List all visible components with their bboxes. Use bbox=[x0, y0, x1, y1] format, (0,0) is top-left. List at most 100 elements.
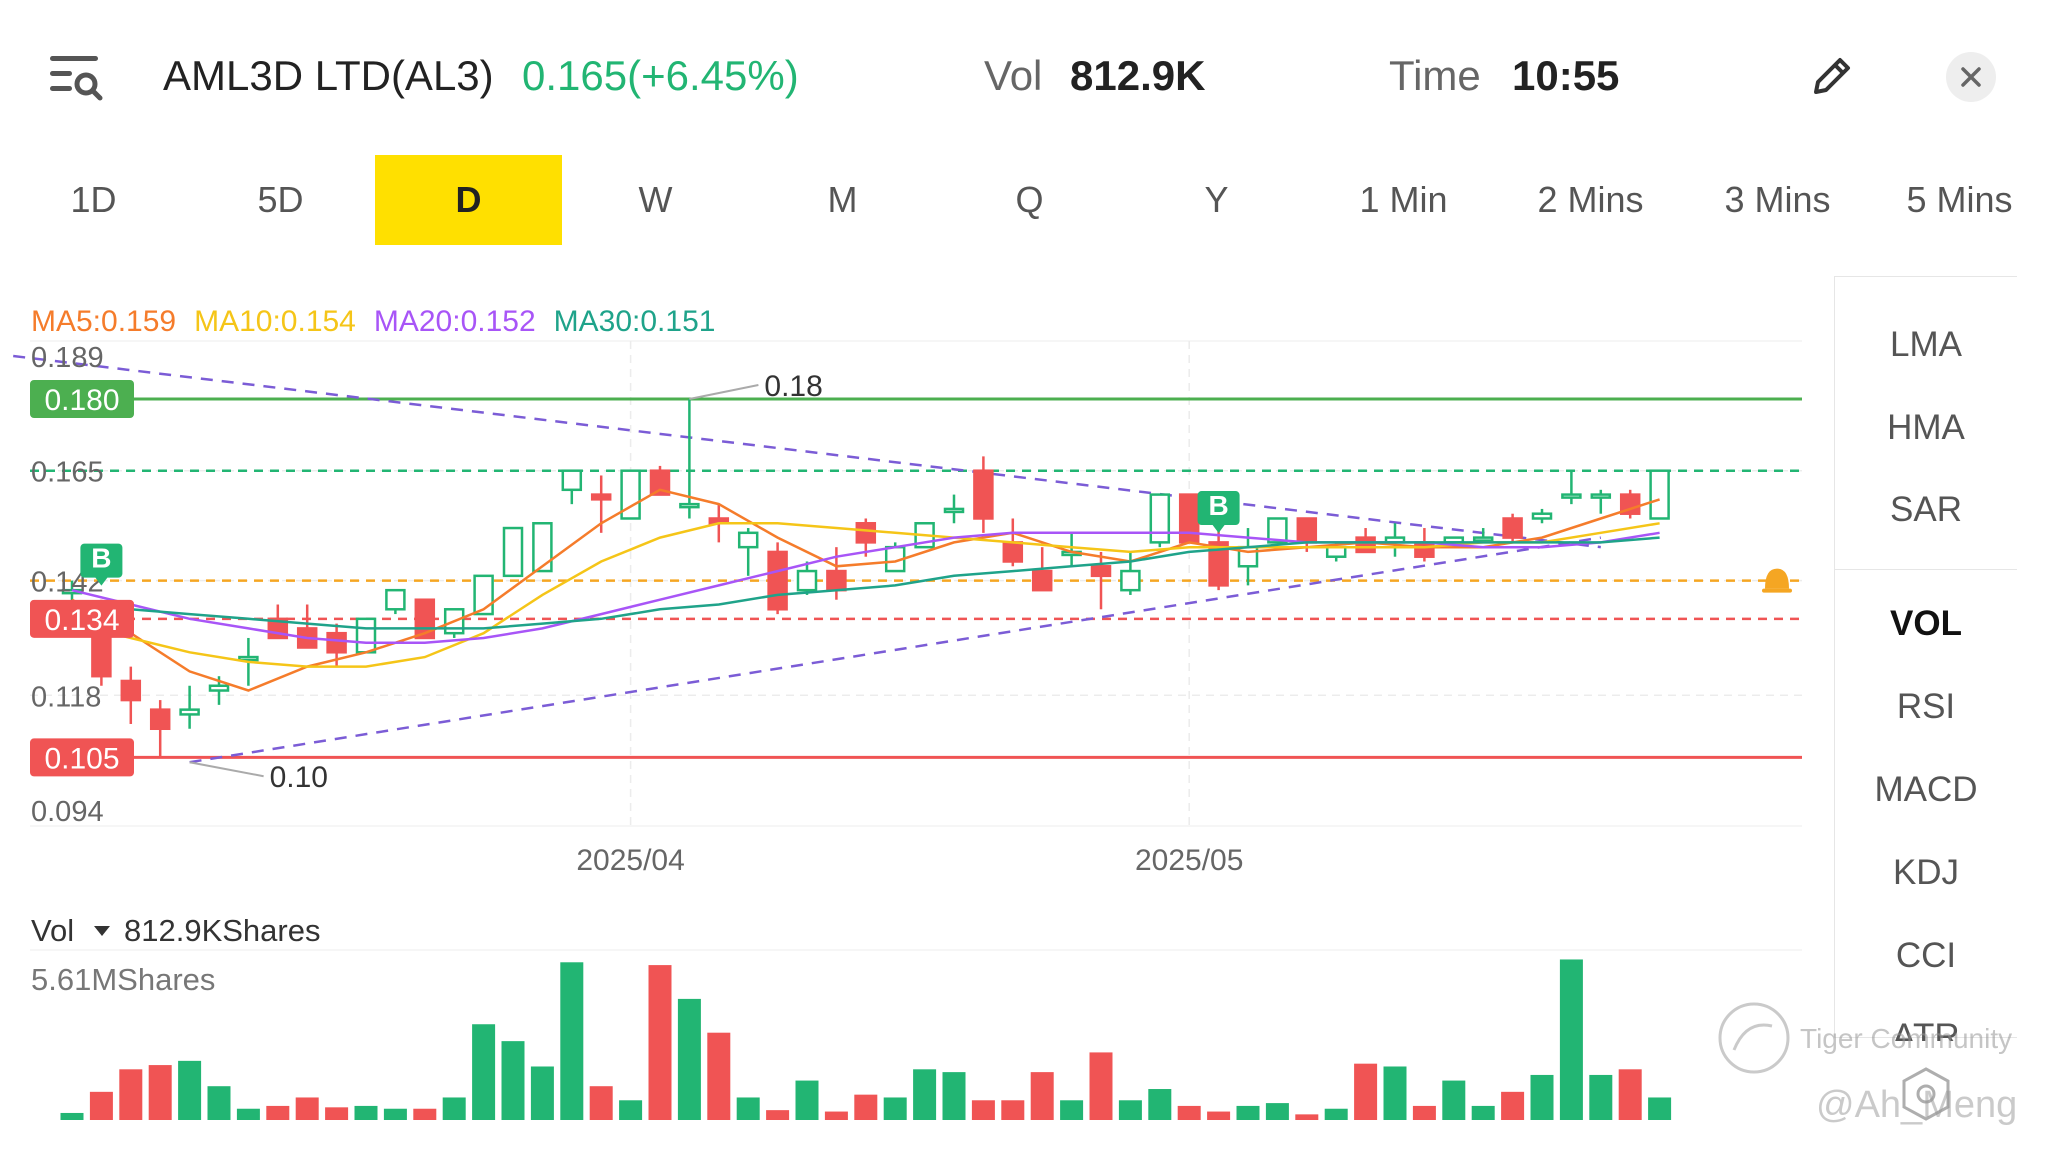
candle-body bbox=[179, 708, 200, 716]
tab-3mins[interactable]: 3 Mins bbox=[1724, 179, 1831, 220]
annotation-leader bbox=[689, 384, 759, 400]
tab-2mins[interactable]: 2 Mins bbox=[1537, 179, 1644, 220]
candle-body bbox=[1178, 493, 1200, 544]
tab-1min[interactable]: 1 Min bbox=[1359, 179, 1448, 220]
candle-body bbox=[590, 493, 612, 501]
ma-legend-item: MA30:0.151 bbox=[554, 305, 716, 338]
ma-legend-item: MA5:0.159 bbox=[31, 305, 176, 338]
candle-body bbox=[1472, 536, 1494, 542]
candle-body bbox=[1120, 569, 1141, 592]
candle-body bbox=[620, 469, 641, 520]
volume-bar bbox=[1118, 1100, 1142, 1120]
level-tag bbox=[30, 599, 134, 638]
indicator-hma[interactable]: HMA bbox=[1887, 408, 1965, 447]
volume-bar bbox=[1030, 1072, 1054, 1120]
volume-bar bbox=[354, 1105, 378, 1120]
volume-bar bbox=[1295, 1114, 1319, 1120]
candle-body bbox=[855, 522, 877, 544]
tab-yearly[interactable]: Y bbox=[1204, 179, 1229, 220]
indicator-cci[interactable]: CCI bbox=[1895, 936, 1957, 975]
volume-bar bbox=[707, 1032, 731, 1120]
volume-bar bbox=[1383, 1066, 1407, 1120]
volume-bar bbox=[648, 965, 672, 1120]
volume-bar bbox=[1324, 1108, 1348, 1120]
indicator-macd[interactable]: MACD bbox=[1874, 770, 1978, 809]
candle-body bbox=[1619, 493, 1641, 515]
volume-title: Vol bbox=[31, 913, 74, 948]
stock-title: AML3D LTD(AL3) bbox=[163, 52, 494, 99]
tab-quarterly[interactable]: Q bbox=[1015, 179, 1044, 220]
candle-body bbox=[737, 531, 759, 549]
candle-body bbox=[649, 469, 671, 496]
candle-body bbox=[1031, 569, 1053, 592]
tab-daily[interactable]: D bbox=[375, 155, 562, 245]
indicator-atr[interactable]: ATR bbox=[1892, 1017, 1960, 1041]
list-search-icon[interactable] bbox=[44, 52, 104, 104]
candle-body bbox=[826, 569, 847, 592]
candle-body bbox=[1590, 493, 1612, 499]
ma-legend-item: MA10:0.154 bbox=[194, 305, 356, 338]
candle-body bbox=[326, 631, 347, 654]
volume-bar bbox=[1177, 1105, 1201, 1120]
volume-bar bbox=[619, 1100, 643, 1120]
alert-bell-icon bbox=[1765, 568, 1789, 589]
volume-bar bbox=[1530, 1074, 1554, 1120]
volume-bar bbox=[1236, 1105, 1260, 1120]
indicator-lma[interactable]: LMA bbox=[1890, 325, 1962, 364]
ma-line-ma10 bbox=[71, 522, 1660, 668]
volume-bar bbox=[971, 1100, 995, 1120]
hexagon-logo-icon bbox=[1902, 1067, 1950, 1121]
candle-body bbox=[1296, 517, 1318, 544]
indicator-rsi[interactable]: RSI bbox=[1896, 687, 1956, 726]
volume-bar bbox=[942, 1072, 966, 1120]
volume-bar bbox=[207, 1086, 231, 1120]
tab-weekly[interactable]: W bbox=[638, 179, 673, 220]
volume-bar bbox=[766, 1110, 790, 1120]
tab-5d[interactable]: 5D bbox=[257, 179, 304, 220]
volume-bar bbox=[883, 1097, 907, 1120]
volume-bar bbox=[530, 1066, 554, 1120]
volume-bar bbox=[1265, 1103, 1289, 1120]
volume-bar bbox=[1471, 1105, 1495, 1120]
tab-monthly[interactable]: M bbox=[827, 179, 858, 220]
close-button[interactable] bbox=[1946, 52, 1996, 102]
volume-bar bbox=[148, 1065, 172, 1120]
indicator-sar[interactable]: SAR bbox=[1890, 490, 1962, 529]
tab-1d[interactable]: 1D bbox=[70, 179, 117, 220]
level-tag-label: 0.180 bbox=[44, 384, 119, 417]
indicator-kdj[interactable]: KDJ bbox=[1892, 853, 1960, 892]
y-tick-label: 0.118 bbox=[31, 681, 101, 713]
pencil-icon[interactable] bbox=[1808, 52, 1856, 100]
indicator-panel: LMA HMA SAR VOL RSI MACD KDJ CCI ATR bbox=[1834, 276, 2017, 1041]
volume-bar bbox=[1001, 1100, 1025, 1120]
candle-body bbox=[208, 684, 230, 692]
level-tag bbox=[30, 380, 134, 419]
volume-bar bbox=[1060, 1100, 1084, 1120]
candle-body bbox=[561, 469, 583, 492]
volume-bar bbox=[178, 1060, 202, 1120]
candle-body bbox=[149, 708, 171, 731]
volume-bar bbox=[1354, 1063, 1378, 1120]
volume-bar bbox=[560, 962, 584, 1120]
chevron-down-icon bbox=[94, 926, 110, 936]
candle-body bbox=[1414, 541, 1435, 558]
alert-bell-icon bbox=[1762, 588, 1792, 593]
candle-body bbox=[1561, 493, 1582, 499]
annotation-label: 0.10 bbox=[270, 761, 328, 794]
tab-5mins[interactable]: 5 Mins bbox=[1906, 179, 2013, 220]
volume-bar bbox=[472, 1024, 496, 1120]
candle-body bbox=[502, 526, 524, 578]
candle-body bbox=[385, 588, 406, 611]
candle-body bbox=[1649, 469, 1670, 520]
close-icon bbox=[1961, 67, 1981, 87]
y-tick-label: 0.165 bbox=[31, 457, 104, 489]
x-axis-label: 2025/05 bbox=[1135, 844, 1243, 877]
candle-body bbox=[943, 507, 965, 514]
volume-bar bbox=[913, 1069, 937, 1120]
buy-marker bbox=[1197, 491, 1240, 534]
indicator-vol[interactable]: VOL bbox=[1890, 604, 1962, 643]
volume-bar bbox=[1589, 1074, 1613, 1120]
annotation-label: 0.18 bbox=[764, 370, 822, 403]
volume-bar bbox=[795, 1080, 819, 1120]
